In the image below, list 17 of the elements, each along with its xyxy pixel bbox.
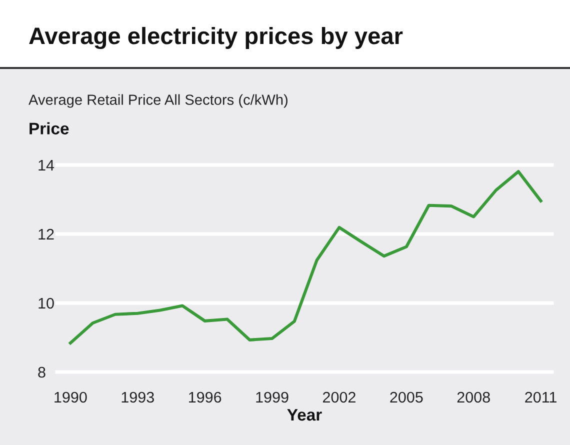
chart-subtitle: Average Retail Price All Sectors (c/kWh) [28, 94, 288, 108]
line-series [68, 170, 542, 345]
y-axis-title: Price [30, 122, 69, 134]
x-tick-label: 1996 [189, 392, 222, 403]
y-tick-label: 10 [38, 298, 54, 309]
x-tick-label: 2002 [322, 392, 356, 403]
x-axis-title: Year [287, 409, 322, 421]
x-tick-label: 2005 [390, 392, 423, 403]
x-tick-label: 1993 [122, 392, 154, 403]
x-tick-label: 1990 [54, 392, 87, 403]
x-tick-label: 2011 [525, 392, 556, 403]
x-tick-label: 1999 [256, 392, 288, 403]
y-tick-label: 14 [38, 160, 54, 171]
y-tick-label: 12 [38, 228, 54, 240]
y-tick-label: 8 [38, 366, 46, 378]
chart-title: Average electricity prices by year [29, 26, 403, 50]
x-tick-label: 2008 [457, 392, 490, 403]
